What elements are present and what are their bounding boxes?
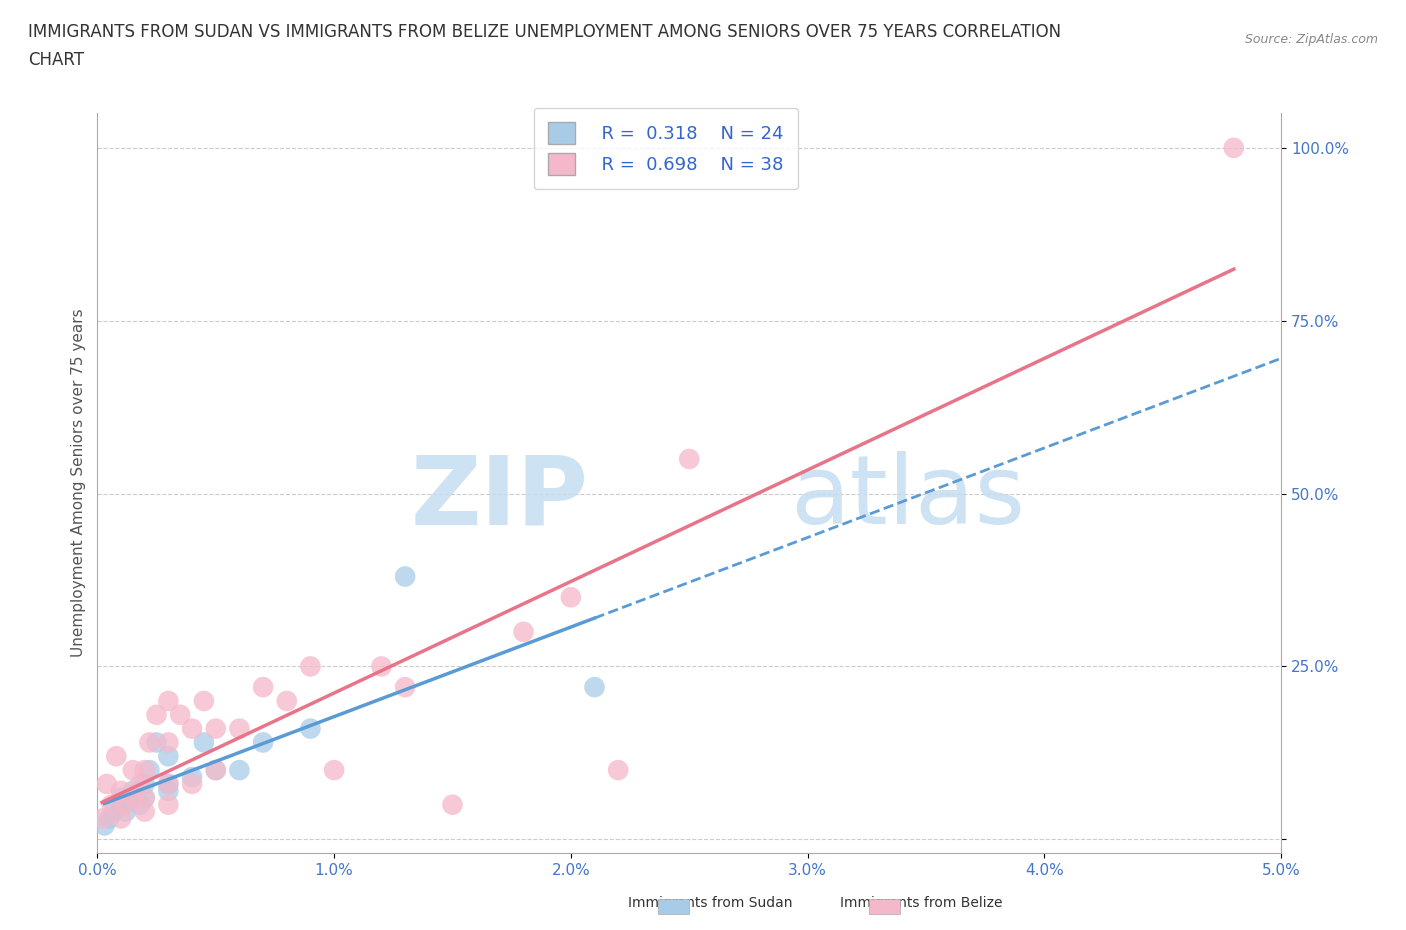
Point <box>204 721 226 736</box>
Text: Source: ZipAtlas.com: Source: ZipAtlas.com <box>1244 33 1378 46</box>
Point <box>93 818 115 833</box>
Point <box>169 708 191 723</box>
Point <box>110 783 132 798</box>
Point <box>105 749 128 764</box>
Point <box>678 452 700 467</box>
Point <box>299 659 322 674</box>
Point <box>204 763 226 777</box>
Point <box>134 804 156 819</box>
Point <box>394 569 416 584</box>
Point <box>114 797 136 812</box>
Point <box>110 797 132 812</box>
Point <box>129 777 152 791</box>
Point <box>607 763 630 777</box>
Point <box>204 763 226 777</box>
Point <box>441 797 464 812</box>
Point <box>252 680 274 695</box>
Point <box>157 797 180 812</box>
Point <box>193 694 215 709</box>
Point <box>323 763 346 777</box>
Y-axis label: Unemployment Among Seniors over 75 years: Unemployment Among Seniors over 75 years <box>72 309 86 658</box>
Point <box>134 790 156 805</box>
Point <box>370 659 392 674</box>
Point <box>157 783 180 798</box>
Text: atlas: atlas <box>790 451 1025 544</box>
Point <box>228 763 250 777</box>
Text: Immigrants from Belize: Immigrants from Belize <box>839 896 1002 910</box>
Point <box>134 763 156 777</box>
Point <box>181 721 204 736</box>
Legend:   R =  0.318    N = 24,   R =  0.698    N = 38: R = 0.318 N = 24, R = 0.698 N = 38 <box>534 108 797 190</box>
Point <box>121 783 143 798</box>
Point <box>157 777 180 791</box>
Point <box>276 694 298 709</box>
Point <box>98 811 121 826</box>
Point <box>121 790 143 805</box>
Point <box>145 735 167 750</box>
Point <box>181 777 204 791</box>
Point <box>299 721 322 736</box>
Point <box>157 735 180 750</box>
Point <box>129 797 152 812</box>
Text: ZIP: ZIP <box>411 451 589 544</box>
Point <box>252 735 274 750</box>
Point <box>1222 140 1244 155</box>
Point <box>91 811 114 826</box>
Point <box>121 763 143 777</box>
Point <box>157 777 180 791</box>
Point <box>100 797 122 812</box>
Point <box>583 680 606 695</box>
Point <box>103 804 125 819</box>
Point <box>228 721 250 736</box>
Point <box>110 790 132 805</box>
Text: Immigrants from Sudan: Immigrants from Sudan <box>628 896 792 910</box>
Point <box>110 811 132 826</box>
Point <box>134 777 156 791</box>
Point <box>138 735 160 750</box>
Point <box>394 680 416 695</box>
Point <box>560 590 582 604</box>
Point <box>138 763 160 777</box>
Point <box>114 804 136 819</box>
Point <box>96 777 118 791</box>
Point <box>121 790 143 805</box>
Point <box>512 624 534 639</box>
Point <box>145 708 167 723</box>
Text: CHART: CHART <box>28 51 84 69</box>
Point <box>157 749 180 764</box>
Text: IMMIGRANTS FROM SUDAN VS IMMIGRANTS FROM BELIZE UNEMPLOYMENT AMONG SENIORS OVER : IMMIGRANTS FROM SUDAN VS IMMIGRANTS FROM… <box>28 23 1062 41</box>
Point <box>181 770 204 785</box>
Point <box>157 694 180 709</box>
Point <box>193 735 215 750</box>
Point <box>134 790 156 805</box>
